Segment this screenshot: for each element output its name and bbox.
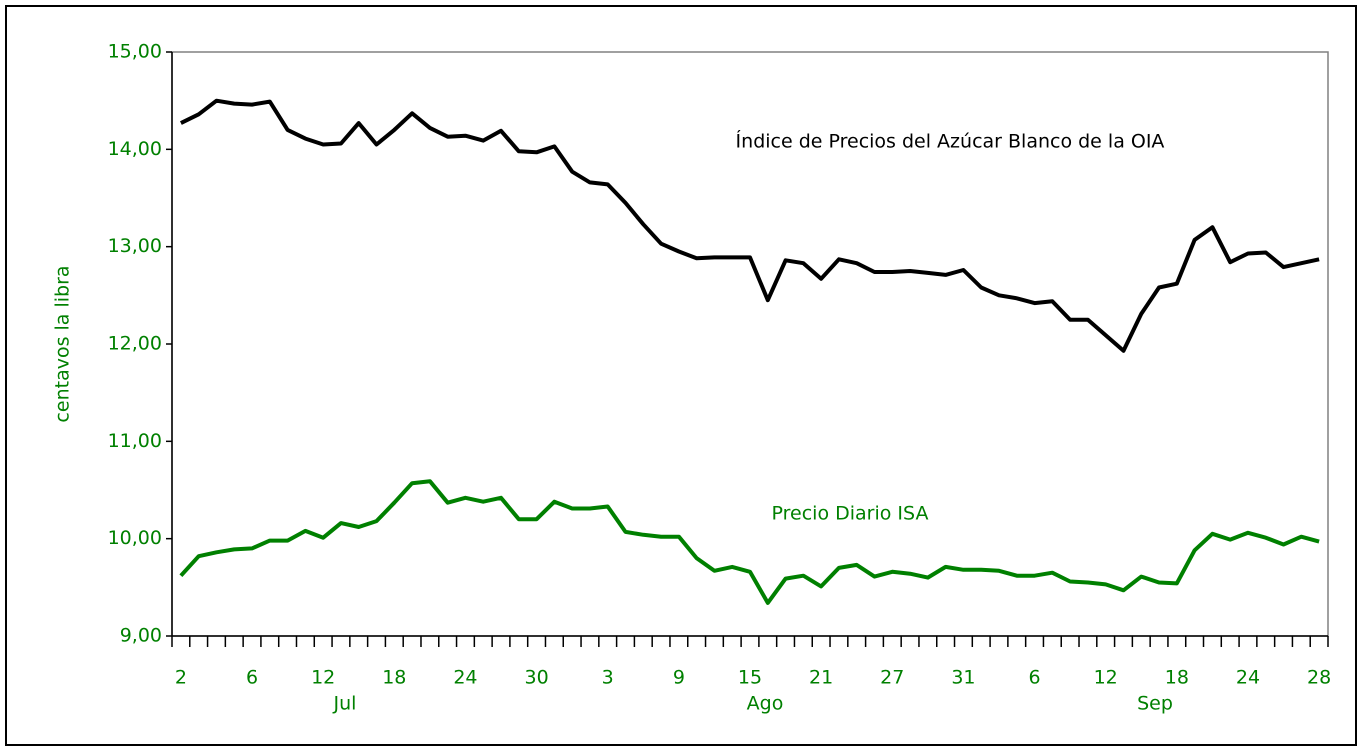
series-label: Precio Diario ISA (772, 503, 929, 525)
series-line (179, 479, 1320, 605)
x-tick-label: 6 (246, 667, 258, 689)
x-tick-label: 15 (738, 667, 762, 689)
chart-border (5, 5, 1357, 746)
y-axis-label: centavos la libra (52, 265, 74, 422)
y-tick-label: 13,00 (108, 235, 162, 257)
x-tick-label: 12 (1094, 667, 1118, 689)
x-tick-label: 9 (673, 667, 685, 689)
x-tick-label: 6 (1029, 667, 1041, 689)
x-tick-label: 12 (311, 667, 335, 689)
y-tick-label: 10,00 (108, 527, 162, 549)
month-label: Jul (333, 693, 357, 715)
x-tick-label: 18 (382, 667, 406, 689)
y-tick-label: 12,00 (108, 333, 162, 355)
month-label: Sep (1137, 693, 1173, 715)
y-tick-label: 15,00 (108, 41, 162, 63)
y-tick-label: 14,00 (108, 138, 162, 160)
x-tick-label: 2 (175, 667, 187, 689)
x-tick-label: 21 (809, 667, 833, 689)
x-tick-label: 18 (1165, 667, 1189, 689)
x-tick-label: 24 (1236, 667, 1260, 689)
y-tick-label: 11,00 (108, 430, 162, 452)
x-tick-label: 28 (1307, 667, 1331, 689)
x-tick-label: 30 (524, 667, 548, 689)
x-tick-label: 24 (453, 667, 477, 689)
y-tick-label: 9,00 (120, 625, 162, 647)
month-label: Ago (747, 693, 784, 715)
x-tick-label: 31 (951, 667, 975, 689)
x-tick-label: 27 (880, 667, 904, 689)
series-line (180, 98, 1320, 353)
x-tick-label: 3 (602, 667, 614, 689)
series-label: Índice de Precios del Azúcar Blanco de l… (736, 130, 1165, 153)
